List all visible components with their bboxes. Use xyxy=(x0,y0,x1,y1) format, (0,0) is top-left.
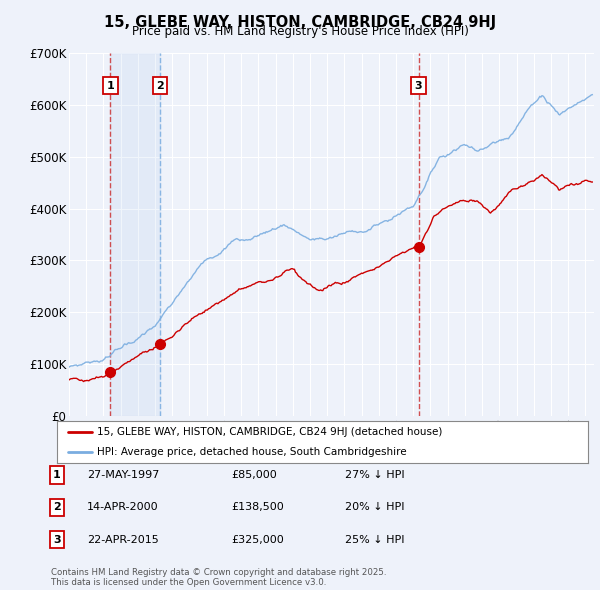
Text: 2: 2 xyxy=(156,81,164,91)
Text: 1: 1 xyxy=(107,81,115,91)
Text: Contains HM Land Registry data © Crown copyright and database right 2025.
This d: Contains HM Land Registry data © Crown c… xyxy=(51,568,386,587)
Text: 15, GLEBE WAY, HISTON, CAMBRIDGE, CB24 9HJ: 15, GLEBE WAY, HISTON, CAMBRIDGE, CB24 9… xyxy=(104,15,496,30)
Bar xyxy=(110,53,160,416)
Text: 15, GLEBE WAY, HISTON, CAMBRIDGE, CB24 9HJ (detached house): 15, GLEBE WAY, HISTON, CAMBRIDGE, CB24 9… xyxy=(97,427,442,437)
Text: 27-MAY-1997: 27-MAY-1997 xyxy=(87,470,160,480)
Text: 3: 3 xyxy=(53,535,61,545)
Text: 1: 1 xyxy=(53,470,61,480)
Text: £325,000: £325,000 xyxy=(231,535,284,545)
Text: 25% ↓ HPI: 25% ↓ HPI xyxy=(345,535,404,545)
Text: 3: 3 xyxy=(415,81,422,91)
Text: 14-APR-2000: 14-APR-2000 xyxy=(87,503,158,512)
Text: 2: 2 xyxy=(53,503,61,512)
Text: 27% ↓ HPI: 27% ↓ HPI xyxy=(345,470,404,480)
Text: Price paid vs. HM Land Registry's House Price Index (HPI): Price paid vs. HM Land Registry's House … xyxy=(131,25,469,38)
Text: 22-APR-2015: 22-APR-2015 xyxy=(87,535,159,545)
Text: £85,000: £85,000 xyxy=(231,470,277,480)
Text: 20% ↓ HPI: 20% ↓ HPI xyxy=(345,503,404,512)
Text: HPI: Average price, detached house, South Cambridgeshire: HPI: Average price, detached house, Sout… xyxy=(97,447,406,457)
Text: £138,500: £138,500 xyxy=(231,503,284,512)
